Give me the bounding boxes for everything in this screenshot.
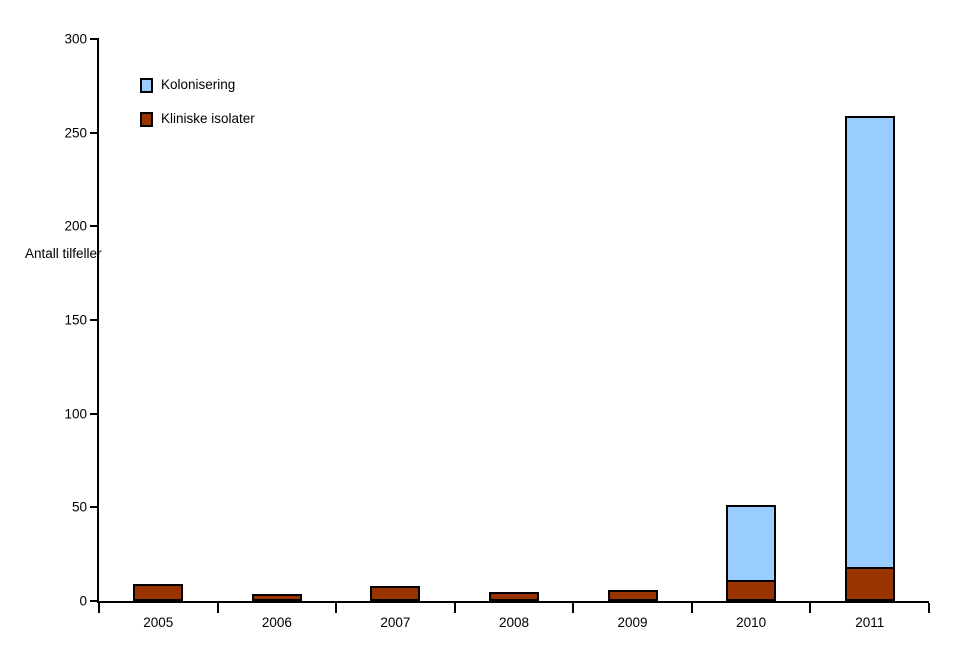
- x-axis-label-2011: 2011: [855, 615, 885, 630]
- x-tick: [572, 603, 574, 613]
- bar-segment-2008-kliniske-isolater: [489, 592, 539, 601]
- x-tick: [691, 603, 693, 613]
- bar-2010: [726, 505, 777, 601]
- y-tick-label: 250: [64, 124, 87, 140]
- bar-segment-2007-kliniske-isolater: [370, 586, 421, 601]
- legend-label-kolonisering: Kolonisering: [161, 77, 236, 93]
- y-tick-label: 50: [71, 499, 87, 515]
- legend-swatch-kliniske-isolater: [140, 111, 153, 127]
- bar-segment-2006-kliniske-isolater: [251, 594, 302, 601]
- y-tick-label: 150: [64, 312, 87, 328]
- x-axis-label-2008: 2008: [498, 615, 530, 630]
- y-tick-label: 0: [79, 593, 87, 609]
- x-axis-label-2007: 2007: [380, 615, 411, 630]
- y-tick-label: 200: [64, 218, 87, 234]
- y-tick: [90, 131, 99, 134]
- bar-segment-2005-kliniske-isolater: [133, 584, 184, 601]
- y-tick: [90, 38, 99, 40]
- bar-segment-2010-kolonisering: [726, 505, 777, 582]
- legend-label-kliniske-isolater: Kliniske isolater: [161, 111, 255, 127]
- legend-item-kolonisering: Kolonisering: [140, 75, 255, 95]
- x-axis-label-2005: 2005: [143, 615, 174, 630]
- x-axis-label-2010: 2010: [736, 615, 767, 630]
- bar-2007: [370, 586, 421, 601]
- y-axis-title: Antall tilfeller: [25, 246, 102, 261]
- y-tick: [90, 412, 99, 415]
- bar-segment-2011-kolonisering: [844, 116, 895, 569]
- bar-2009: [607, 590, 658, 601]
- x-axis-label-2009: 2009: [617, 615, 648, 630]
- bar-segment-2010-kliniske-isolater: [726, 580, 777, 601]
- y-tick-label: 100: [64, 405, 87, 421]
- x-tick: [335, 603, 337, 613]
- bar-2006: [251, 594, 302, 601]
- legend-swatch-kolonisering: [140, 77, 153, 93]
- y-tick: [90, 319, 99, 321]
- x-axis-label-2006: 2006: [261, 615, 292, 630]
- bar-segment-2011-kliniske-isolater: [844, 567, 895, 601]
- x-tick: [98, 603, 100, 613]
- legend-item-kliniske-isolater: Kliniske isolater: [140, 109, 255, 129]
- y-tick: [90, 600, 99, 602]
- bar-2005: [133, 584, 184, 601]
- x-tick: [454, 603, 456, 613]
- y-tick: [90, 506, 99, 509]
- x-tick: [928, 603, 930, 613]
- y-tick: [90, 225, 99, 228]
- x-tick: [217, 603, 219, 613]
- bar-2011: [844, 116, 895, 601]
- plot-area: 0 50 100 150 200 250 300 2005 2006 2007 2008 2009 20…: [64, 32, 930, 629]
- x-tick: [809, 603, 811, 613]
- bar-segment-2009-kliniske-isolater: [607, 590, 658, 601]
- y-tick-label: 300: [64, 31, 87, 47]
- legend: Kolonisering Kliniske isolater: [140, 75, 255, 143]
- bar-2008: [489, 592, 539, 601]
